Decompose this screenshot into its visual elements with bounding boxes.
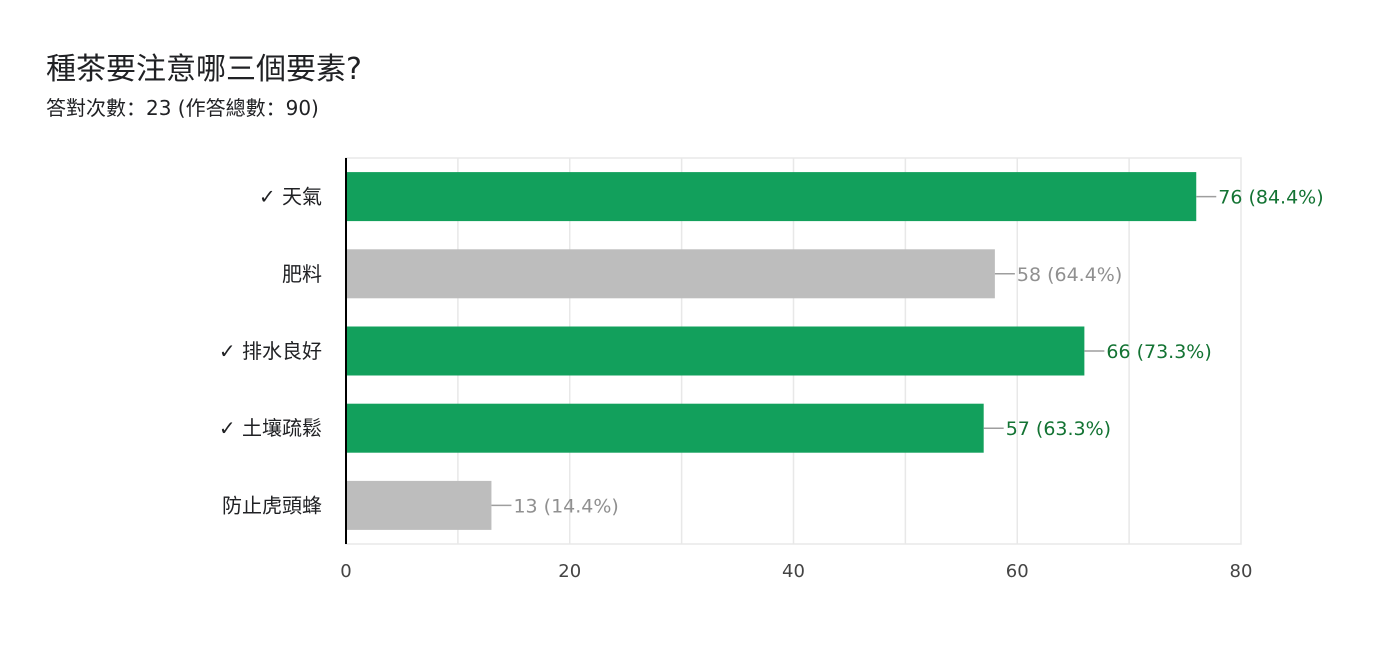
x-tick-label: 20 [558, 561, 581, 582]
bar [346, 172, 1197, 222]
answer-summary: 答對次數：23 (作答總數：90) [46, 96, 319, 120]
category-label: ✓ 土壤疏鬆 [219, 416, 322, 440]
x-tick-label: 0 [340, 561, 351, 582]
question-title: 種茶要注意哪三個要素? [46, 52, 362, 87]
data-label: 13 (14.4%) [513, 495, 618, 517]
bar [346, 249, 995, 299]
bar [346, 326, 1085, 376]
bar [346, 480, 492, 530]
x-tick-label: 60 [1006, 561, 1029, 582]
bar [346, 403, 984, 453]
category-label: 肥料 [282, 262, 322, 286]
data-label: 66 (73.3%) [1106, 341, 1211, 363]
category-label: ✓ 排水良好 [219, 339, 322, 363]
category-label: 防止虎頭蜂 [222, 493, 322, 517]
data-label: 76 (84.4%) [1218, 187, 1323, 209]
x-tick-label: 80 [1230, 561, 1253, 582]
data-label: 58 (64.4%) [1017, 264, 1122, 286]
x-tick-label: 40 [782, 561, 805, 582]
category-label: ✓ 天氣 [259, 185, 322, 209]
data-label: 57 (63.3%) [1006, 418, 1111, 440]
